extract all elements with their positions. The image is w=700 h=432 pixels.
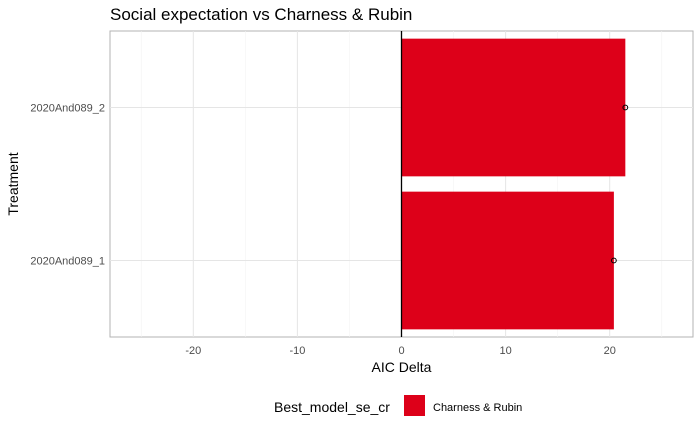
- x-tick-label: -10: [289, 345, 305, 357]
- points: [610, 104, 629, 264]
- chart-title: Social expectation vs Charness & Rubin: [110, 5, 412, 24]
- x-tick-labels: -20 -10 0 10 20: [185, 345, 616, 357]
- legend-key: [404, 395, 425, 416]
- y-tick-labels: 2020And089_1 2020And089_2: [30, 103, 105, 268]
- x-axis-title: AIC Delta: [372, 359, 432, 375]
- legend-title: Best_model_se_cr: [274, 399, 390, 415]
- legend: Best_model_se_cr Charness & Rubin: [274, 395, 522, 416]
- x-tick-label: 10: [499, 345, 511, 357]
- point-2020And089_1: [610, 257, 617, 264]
- x-tick-label: 20: [604, 345, 616, 357]
- bars: [401, 38, 626, 330]
- y-tick-label: 2020And089_2: [30, 103, 105, 115]
- legend-label: Charness & Rubin: [433, 402, 522, 414]
- point-2020And089_2: [622, 104, 629, 111]
- x-tick-label: -20: [185, 345, 201, 357]
- bar-2020And089_2: [401, 38, 626, 177]
- x-tick-label: 0: [398, 345, 404, 357]
- y-axis-title: Treatment: [5, 152, 21, 215]
- y-tick-label: 2020And089_1: [30, 256, 105, 268]
- bar-2020And089_1: [401, 191, 614, 330]
